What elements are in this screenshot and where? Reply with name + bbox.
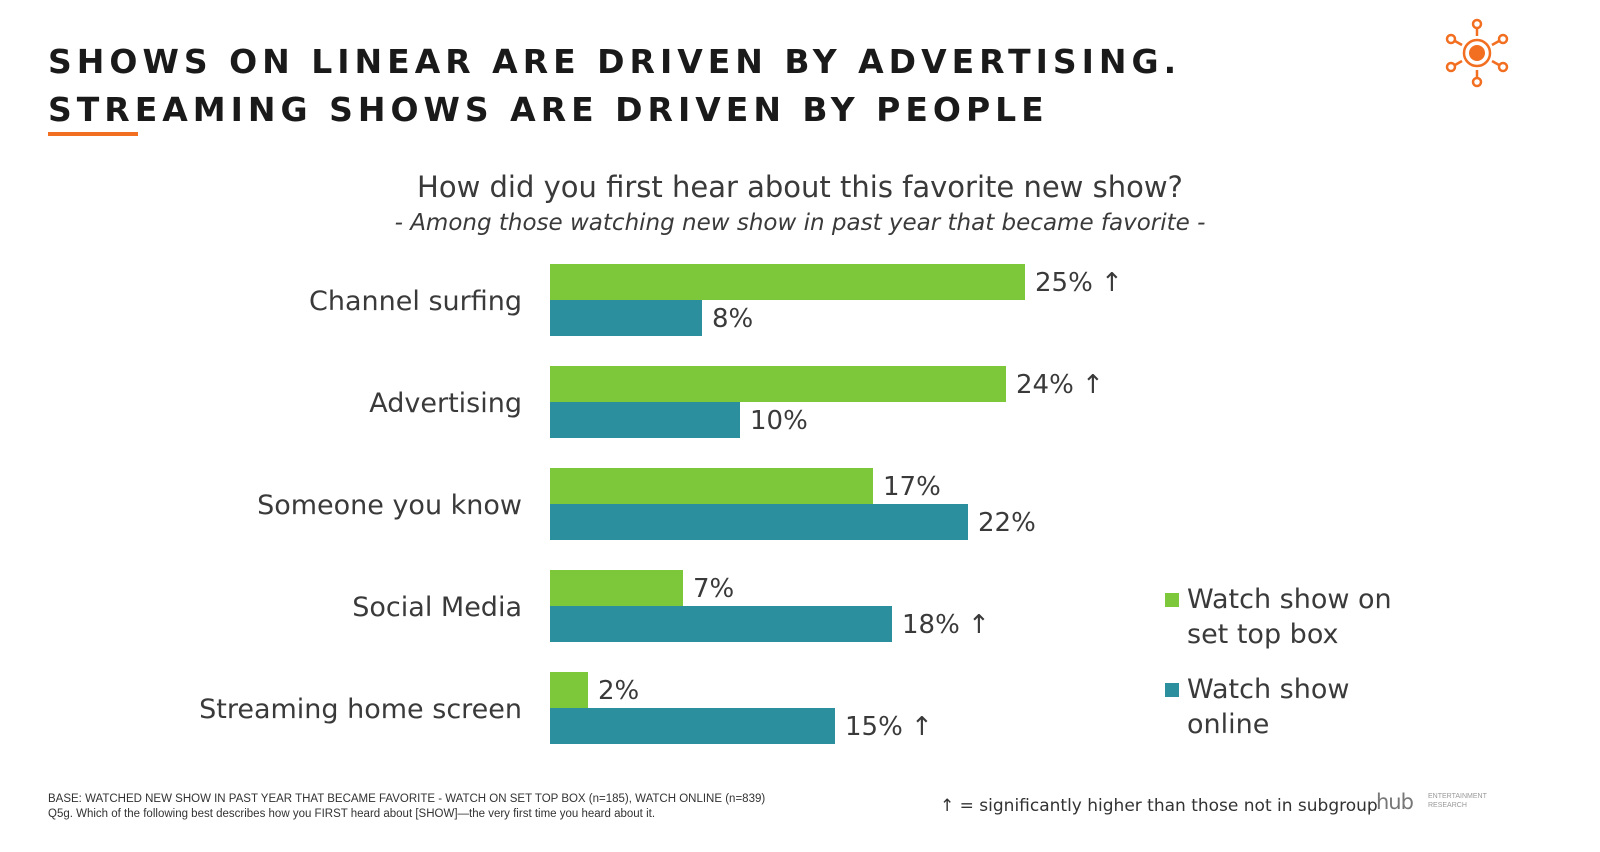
data-label: 2%	[598, 676, 639, 706]
data-label: 10%	[750, 406, 808, 436]
bar-set-top-box	[550, 366, 1006, 402]
data-label: 17%	[883, 472, 941, 502]
legend-swatch-teal	[1165, 683, 1179, 697]
legend-swatch-green	[1165, 593, 1179, 607]
footnote: BASE: WATCHED NEW SHOW IN PAST YEAR THAT…	[48, 792, 908, 822]
category-label: Advertising	[369, 388, 522, 419]
bar-online	[550, 300, 702, 336]
data-label: 22%	[978, 508, 1036, 538]
legend-label: Watch show on set top box	[1187, 584, 1392, 650]
legend-item-online: Watch show online	[1165, 672, 1465, 742]
category-label: Channel surfing	[309, 286, 522, 317]
legend-label: Watch show online	[1187, 674, 1350, 740]
bar-online	[550, 402, 740, 438]
data-label: 7%	[693, 574, 734, 604]
data-label: 8%	[712, 304, 753, 334]
sun-logo-icon	[1445, 18, 1509, 88]
bar-online	[550, 504, 968, 540]
title-accent-underline	[48, 132, 138, 136]
brand-subtitle: ENTERTAINMENT RESEARCH	[1428, 793, 1487, 809]
bar-set-top-box	[550, 264, 1025, 300]
brand-logo: hub	[1376, 790, 1414, 814]
significance-note: ↑ = significantly higher than those not …	[940, 796, 1378, 816]
data-label: 15% ↑	[845, 712, 933, 742]
page-title: SHOWS ON LINEAR ARE DRIVEN BY ADVERTISIN…	[48, 42, 1182, 129]
chart-subtitle: - Among those watching new show in past …	[394, 210, 1206, 236]
bar-set-top-box	[550, 570, 683, 606]
data-label: 25% ↑	[1035, 268, 1123, 298]
data-label: 18% ↑	[902, 610, 990, 640]
bar-online	[550, 708, 835, 744]
footnote-base: BASE: WATCHED NEW SHOW IN PAST YEAR THAT…	[48, 793, 766, 805]
bar-set-top-box	[550, 468, 873, 504]
chart-title: How did you first hear about this favori…	[417, 170, 1183, 204]
chart-legend: Watch show on set top box Watch show onl…	[1165, 582, 1465, 762]
legend-item-set-top-box: Watch show on set top box	[1165, 582, 1465, 652]
bar-online	[550, 606, 892, 642]
bar-set-top-box	[550, 672, 588, 708]
data-label: 24% ↑	[1016, 370, 1104, 400]
category-label: Streaming home screen	[199, 694, 522, 725]
footnote-question: Q5g. Which of the following best describ…	[48, 808, 656, 820]
category-label: Social Media	[352, 592, 522, 623]
category-label: Someone you know	[257, 490, 522, 521]
